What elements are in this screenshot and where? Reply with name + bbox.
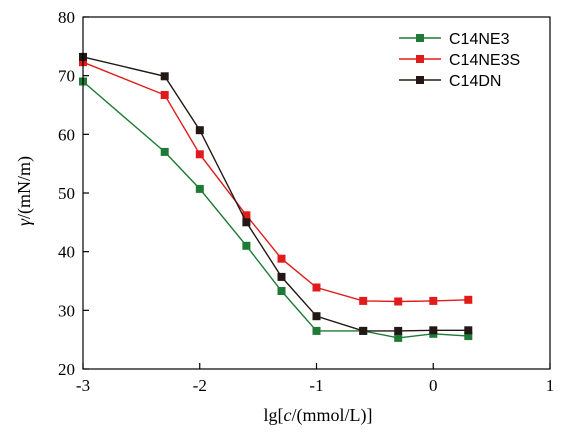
point-c14ne3 (312, 326, 321, 335)
point-c14ne3 (195, 184, 204, 193)
y-tick-label: 30 (58, 301, 75, 320)
point-c14ne3s (195, 150, 204, 159)
legend-marker-c14dn (416, 76, 424, 84)
point-c14dn (464, 326, 473, 335)
point-c14ne3s (160, 91, 169, 99)
point-c14ne3 (394, 333, 403, 342)
x-axis-label: lg[c/(mmol/L)] (264, 405, 373, 426)
legend-label-c14ne3s: C14NE3S (449, 52, 520, 69)
point-c14ne3s (429, 296, 438, 305)
x-tick-label: -1 (309, 376, 323, 395)
y-tick-label: 60 (58, 125, 75, 144)
point-c14dn (195, 126, 204, 135)
y-tick-label: 20 (58, 360, 75, 379)
x-tick-label: 0 (429, 376, 438, 395)
point-c14ne3s (394, 297, 403, 306)
legend-label-c14ne3: C14NE3 (449, 31, 510, 48)
point-c14ne3s (277, 254, 286, 263)
legend-marker-c14ne3 (416, 34, 424, 42)
point-c14ne3s (242, 211, 251, 220)
point-c14dn (312, 312, 321, 321)
point-c14ne3s (312, 283, 321, 292)
point-c14dn (394, 326, 403, 335)
legend-item-c14ne3: C14NE3 (399, 31, 510, 48)
legend-item-c14dn: C14DN (399, 73, 501, 90)
x-tick-label: 1 (546, 376, 555, 395)
point-c14ne3 (464, 332, 473, 341)
point-c14dn (160, 72, 169, 81)
legend-label-c14dn: C14DN (449, 73, 501, 90)
point-c14ne3 (242, 241, 251, 250)
point-c14ne3 (160, 147, 169, 156)
legend-marker-c14ne3s (416, 55, 424, 63)
x-tick-label: -3 (76, 376, 90, 395)
point-c14ne3s (464, 295, 473, 304)
x-tick-label: -2 (193, 376, 207, 395)
y-tick-label: 80 (58, 8, 75, 27)
y-tick-label: 70 (58, 67, 75, 86)
point-c14dn (359, 326, 368, 335)
series-line-c14dn (82, 56, 469, 332)
series-line-c14ne3s (82, 61, 469, 303)
y-tick-label: 40 (58, 243, 75, 262)
point-c14ne3s (359, 296, 368, 305)
series-line-c14ne3 (82, 80, 469, 339)
legend-item-c14ne3s: C14NE3S (399, 52, 520, 69)
y-axis-label: γ/(mN/m) (14, 156, 35, 226)
y-tick-label: 50 (58, 184, 75, 203)
point-c14dn (242, 218, 251, 227)
point-c14ne3 (277, 287, 286, 295)
point-c14dn (277, 272, 286, 281)
legend: C14NE3 C14NE3S C14DN (399, 31, 520, 90)
point-c14dn (429, 326, 438, 335)
